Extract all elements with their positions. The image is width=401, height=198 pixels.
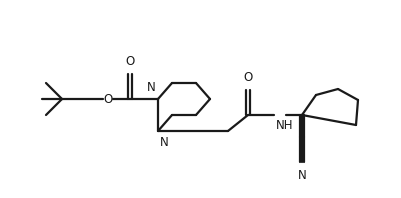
Text: N: N <box>297 169 306 182</box>
Text: O: O <box>103 92 112 106</box>
Text: O: O <box>243 71 252 84</box>
Text: NH: NH <box>275 119 293 132</box>
Text: O: O <box>125 55 134 68</box>
Text: N: N <box>147 81 156 94</box>
Text: N: N <box>160 136 168 149</box>
